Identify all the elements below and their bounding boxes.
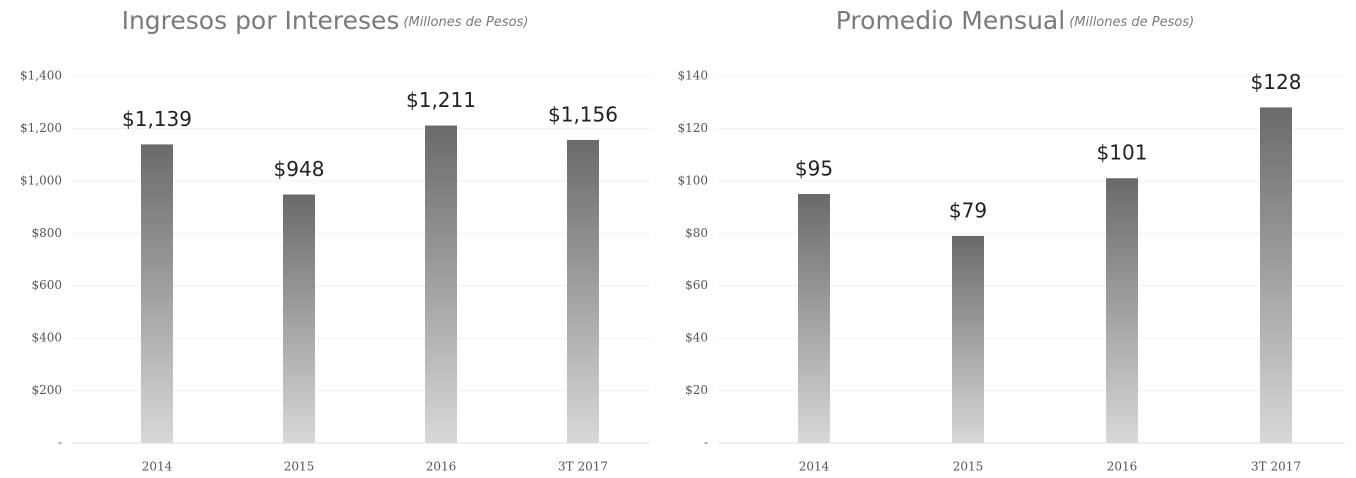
bar xyxy=(141,144,173,443)
value-label: $1,156 xyxy=(548,102,618,126)
x-tick-label: 2015 xyxy=(284,460,315,474)
value-label: $1,139 xyxy=(122,107,192,131)
title-main: Promedio Mensual xyxy=(836,6,1065,35)
value-label: $948 xyxy=(274,157,325,181)
value-label: $95 xyxy=(795,156,833,180)
y-tick-label: $20 xyxy=(685,383,708,397)
y-tick-label: $200 xyxy=(31,383,62,397)
bar xyxy=(283,194,315,443)
y-tick-label: $120 xyxy=(677,121,708,135)
y-tick-label: $140 xyxy=(677,69,708,83)
x-tick-label: 2016 xyxy=(1107,460,1138,474)
title-main: Ingresos por Intereses xyxy=(122,6,400,35)
y-tick-label: $1,000 xyxy=(20,173,62,187)
chart-title: Promedio Mensual (Millones de Pesos) xyxy=(836,6,1194,35)
y-tick-label: - xyxy=(704,436,708,450)
y-tick-label: $1,400 xyxy=(20,69,62,83)
y-tick-label: $40 xyxy=(685,331,708,345)
value-label: $101 xyxy=(1097,141,1148,165)
value-label: $128 xyxy=(1251,70,1302,94)
bar xyxy=(1260,107,1292,443)
y-tick-label: $60 xyxy=(685,278,708,292)
bar xyxy=(567,139,599,443)
title-sub: (Millones de Pesos) xyxy=(1069,15,1194,30)
bar xyxy=(798,193,830,443)
y-tick-label: $800 xyxy=(31,226,62,240)
y-tick-label: $600 xyxy=(31,278,62,292)
x-tick-label: 2014 xyxy=(799,460,830,474)
bar xyxy=(425,125,457,444)
bar xyxy=(1106,178,1138,443)
x-tick-label: 2016 xyxy=(426,460,457,474)
x-tick-label: 2015 xyxy=(953,460,984,474)
x-tick-label: 3T 2017 xyxy=(1251,460,1301,474)
y-tick-label: $80 xyxy=(685,226,708,240)
value-label: $79 xyxy=(949,198,987,222)
x-tick-label: 3T 2017 xyxy=(558,460,608,474)
y-tick-label: $400 xyxy=(31,331,62,345)
y-tick-label: - xyxy=(58,436,62,450)
chart-title: Ingresos por Intereses (Millones de Pesos… xyxy=(122,6,529,35)
y-tick-label: $100 xyxy=(677,173,708,187)
title-sub: (Millones de Pesos) xyxy=(403,15,528,30)
y-tick-label: $1,200 xyxy=(20,121,62,135)
value-label: $1,211 xyxy=(406,88,476,112)
x-tick-label: 2014 xyxy=(142,460,173,474)
bar xyxy=(952,235,984,443)
